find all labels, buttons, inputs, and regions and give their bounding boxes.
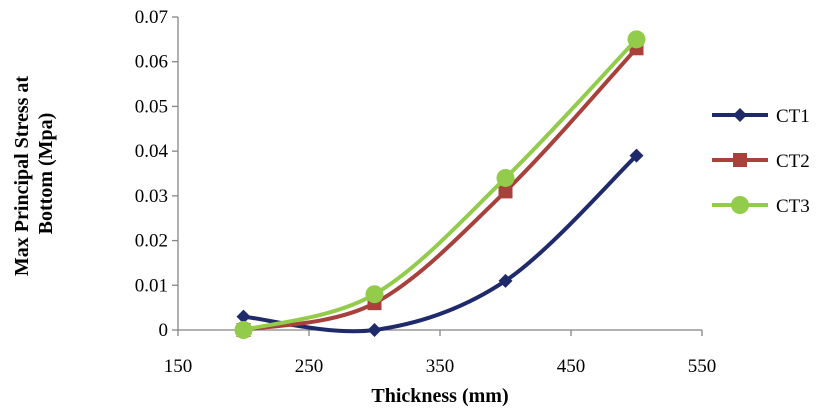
data-point-ct1	[236, 309, 251, 324]
x-axis-ticks: 150 250 350 450 550	[164, 330, 717, 377]
data-point-ct1	[629, 148, 644, 163]
x-tick-label: 150	[164, 356, 193, 377]
chart-legend: CT1 CT2 CT3	[712, 106, 810, 217]
legend-item-ct3: CT3	[712, 196, 810, 217]
series-line-ct2	[241, 46, 639, 332]
data-point-ct3	[234, 321, 253, 339]
series-ct3	[234, 30, 646, 339]
legend-item-ct2: CT2	[712, 151, 810, 172]
x-tick-label: 350	[426, 356, 455, 377]
y-tick-label: 0	[159, 320, 169, 341]
data-point-ct3	[365, 285, 384, 304]
legend-marker	[733, 108, 747, 122]
y-tick-label: 0.02	[135, 231, 168, 252]
x-tick-label: 550	[688, 356, 717, 377]
data-point-ct1	[498, 273, 513, 288]
chart-series	[234, 30, 646, 339]
data-point-ct3	[627, 30, 646, 49]
series-ct2	[236, 41, 644, 337]
data-point-ct3	[496, 168, 515, 187]
data-point-ct2	[498, 184, 513, 199]
series-line-ct3	[241, 37, 639, 332]
series-line-ct1	[241, 153, 639, 334]
legend-label: CT1	[776, 106, 810, 127]
y-tick-label: 0.07	[135, 7, 168, 28]
legend-label: CT2	[776, 151, 810, 172]
y-tick-label: 0.05	[135, 96, 168, 117]
legend-item-ct1: CT1	[712, 106, 810, 127]
y-tick-label: 0.04	[135, 141, 169, 162]
y-axis-title: Max Principal Stress at Bottom (Mpa)	[11, 71, 57, 276]
x-tick-label: 450	[557, 356, 586, 377]
x-tick-label: 250	[295, 356, 324, 377]
legend-marker	[731, 196, 749, 214]
legend-label: CT3	[776, 196, 810, 217]
legend-marker	[733, 153, 747, 167]
series-ct1	[236, 148, 644, 337]
x-axis-title: Thickness (mm)	[371, 385, 508, 407]
y-tick-label: 0.06	[135, 52, 168, 73]
y-tick-label: 0.03	[135, 186, 168, 207]
y-axis-title-line-2: Bottom (Mpa)	[35, 113, 57, 235]
data-point-ct1	[367, 323, 382, 337]
y-tick-label: 0.01	[135, 275, 168, 296]
y-axis-ticks: 0 0.01 0.02 0.03 0.04 0.05 0.06 0.07	[135, 7, 178, 341]
y-axis-title-line-1: Max Principal Stress at	[11, 76, 33, 277]
